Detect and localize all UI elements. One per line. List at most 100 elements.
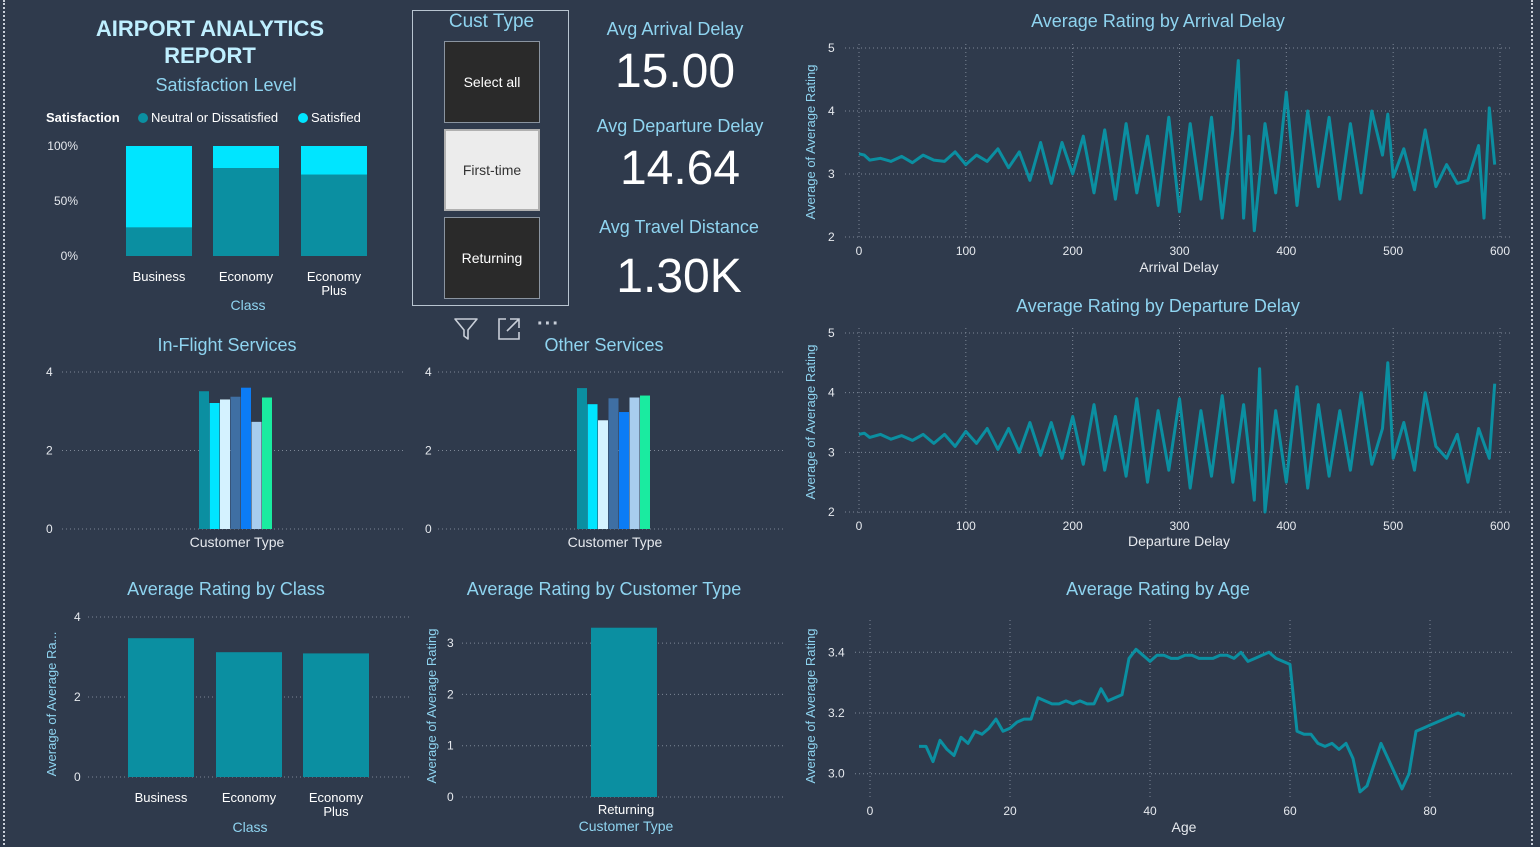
- satisfaction-x-tick: Plus: [321, 283, 347, 298]
- by_arrival_delay-y-tick: 5: [828, 41, 835, 55]
- by_departure_delay-y-tick: 4: [828, 386, 835, 400]
- by_age-y-tick: 3.4: [828, 645, 845, 659]
- by_departure_delay-x-tick: 0: [856, 519, 863, 533]
- by-customer-type-bar: [591, 627, 657, 797]
- other-bar: [629, 397, 640, 529]
- satisfaction-x-tick: Business: [133, 269, 186, 284]
- satisfaction-x-tick: Economy: [219, 269, 274, 284]
- slicer-option-select-all[interactable]: Select all: [444, 41, 540, 123]
- satisfaction-legend-title: Satisfaction: [46, 110, 120, 125]
- by_arrival_delay-x-tick: 100: [956, 244, 976, 258]
- other-y-tick: 4: [425, 365, 432, 379]
- by-customer-type-y-tick: 3: [447, 636, 454, 650]
- by_departure_delay-y-tick: 5: [828, 326, 835, 340]
- by_age-y-tick: 3.0: [828, 767, 845, 781]
- by_age-chart-title: Average Rating by Age: [1066, 579, 1250, 599]
- by-class-x-tick: Business: [135, 790, 188, 805]
- report-title-line2: REPORT: [164, 43, 256, 68]
- inflight-bar: [199, 391, 209, 529]
- by-customer-type-chart-title: Average Rating by Customer Type: [467, 579, 741, 599]
- customer-type-slicer: Cust Type Select all First-time Returnin…: [412, 10, 569, 306]
- by_arrival_delay-x-tick: 200: [1063, 244, 1083, 258]
- by_departure_delay-y-tick: 3: [828, 445, 835, 459]
- other-y-tick: 0: [425, 522, 432, 536]
- kpi-travel-distance-value: 1.30K: [616, 250, 742, 303]
- by-class-y-tick: 2: [74, 690, 81, 704]
- filter-icon[interactable]: [453, 316, 479, 342]
- other-bar: [619, 412, 629, 529]
- by-class-y-tick: 4: [74, 610, 81, 624]
- by_arrival_delay-chart-title: Average Rating by Arrival Delay: [1031, 11, 1285, 31]
- by_age-y-label: Average of Average Rating: [803, 629, 818, 784]
- inflight-bar: [220, 399, 230, 529]
- kpi-departure-delay-value: 14.64: [619, 142, 741, 195]
- by_arrival_delay-x-label: Arrival Delay: [1139, 259, 1218, 275]
- by_age-y-tick: 3.2: [828, 706, 845, 720]
- by_departure_delay-x-tick: 100: [956, 519, 976, 533]
- by_age-line: [919, 647, 1466, 794]
- satisfaction-y-tick: 50%: [54, 194, 78, 208]
- by_arrival_delay-x-tick: 600: [1490, 244, 1510, 258]
- legend-label-satisfied: Satisfied: [311, 110, 361, 125]
- satisfaction-y-tick: 100%: [47, 139, 78, 153]
- inflight-bar: [230, 396, 241, 529]
- by_departure_delay-y-label: Average of Average Rating: [803, 345, 818, 500]
- inflight-y-tick: 4: [46, 365, 53, 379]
- by_departure_delay-x-label: Departure Delay: [1128, 533, 1230, 549]
- by-class-x-tick: Economy: [222, 790, 277, 805]
- slicer-title: Cust Type: [448, 11, 535, 32]
- by-class-x-tick: Plus: [323, 804, 349, 819]
- satisfaction-y-tick: 0%: [61, 249, 79, 263]
- satisfaction-bar-satisfied: [126, 146, 192, 228]
- by-customer-type-y-label: Average of Average Rating: [424, 629, 439, 784]
- by-class-y-label: Average of Average Ra...: [44, 632, 59, 777]
- by_arrival_delay-y-tick: 4: [828, 104, 835, 118]
- satisfaction-bar-satisfied: [213, 146, 279, 168]
- by_arrival_delay-y-tick: 2: [828, 230, 835, 244]
- by-class-x-label: Class: [232, 819, 267, 835]
- by_age-x-tick: 0: [867, 804, 874, 818]
- by_departure_delay-line: [858, 361, 1497, 514]
- satisfaction-bar-dissatisfied: [213, 168, 279, 256]
- satisfaction-bar-dissatisfied: [126, 227, 192, 256]
- inflight-y-tick: 2: [46, 444, 53, 458]
- by_departure_delay-y-tick: 2: [828, 505, 835, 519]
- by_arrival_delay-y-label: Average of Average Rating: [803, 65, 818, 220]
- inflight-bar: [209, 403, 220, 529]
- focus-mode-icon[interactable]: [496, 316, 522, 342]
- other-y-tick: 2: [425, 444, 432, 458]
- by-class-bar: [128, 638, 194, 777]
- report-title: AIRPORT ANALYTICS REPORT: [60, 15, 360, 69]
- other-bar: [640, 395, 650, 529]
- by_arrival_delay-x-tick: 500: [1383, 244, 1403, 258]
- other-bar: [587, 404, 598, 529]
- by-customer-type-y-tick: 1: [447, 739, 454, 753]
- slicer-option-first-time[interactable]: First-time: [444, 129, 540, 211]
- by_age-x-tick: 60: [1283, 804, 1297, 818]
- inflight-x-label: Customer Type: [190, 534, 285, 550]
- kpi-arrival-delay-label: Avg Arrival Delay: [606, 19, 744, 39]
- by-customer-type-x-tick: Returning: [598, 802, 654, 817]
- by_departure_delay-x-tick: 200: [1063, 519, 1083, 533]
- by_arrival_delay-line: [858, 59, 1497, 233]
- by_departure_delay-x-tick: 400: [1276, 519, 1296, 533]
- by_arrival_delay-x-tick: 300: [1169, 244, 1189, 258]
- by_departure_delay-x-tick: 300: [1169, 519, 1189, 533]
- by-class-chart-title: Average Rating by Class: [127, 579, 325, 599]
- by-class-bar: [216, 652, 282, 777]
- more-options-icon[interactable]: ···: [537, 313, 560, 335]
- legend-marker-satisfied: [298, 113, 308, 123]
- by_age-x-tick: 20: [1003, 804, 1017, 818]
- by_age-x-tick: 40: [1143, 804, 1157, 818]
- by-customer-type-y-tick: 0: [447, 790, 454, 804]
- by_arrival_delay-x-tick: 400: [1276, 244, 1296, 258]
- slicer-option-returning[interactable]: Returning: [444, 217, 540, 299]
- by_arrival_delay-x-tick: 0: [856, 244, 863, 258]
- legend-label-dissatisfied: Neutral or Dissatisfied: [151, 110, 278, 125]
- satisfaction-bar-satisfied: [301, 146, 367, 175]
- report-title-line1: AIRPORT ANALYTICS: [95, 16, 325, 41]
- by_departure_delay-x-tick: 600: [1490, 519, 1510, 533]
- satisfaction-bar-dissatisfied: [301, 174, 367, 256]
- inflight-y-tick: 0: [46, 522, 53, 536]
